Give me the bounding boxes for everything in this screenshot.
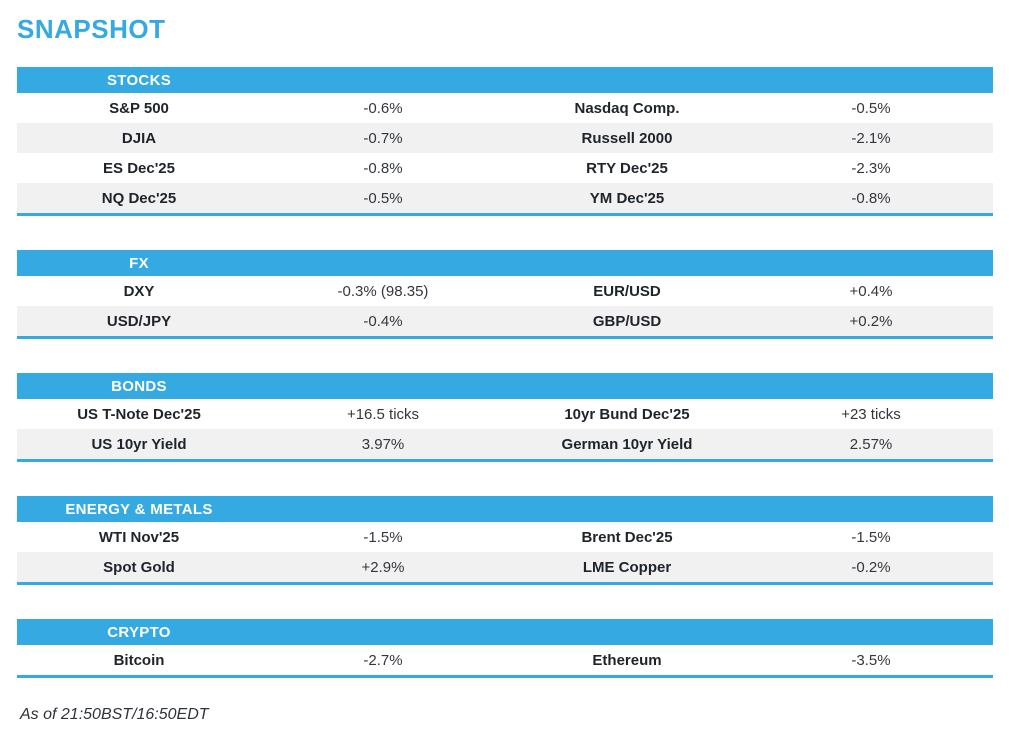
section-rows: WTI Nov'25 -1.5% Brent Dec'25 -1.5% Spot…	[17, 522, 993, 585]
page-title: SNAPSHOT	[17, 14, 166, 44]
section: FX DXY -0.3% (98.35) EUR/USD +0.4% USD/J…	[17, 250, 993, 339]
section-header-label: ENERGY & METALS	[65, 500, 213, 518]
instrument-value: -2.1%	[851, 129, 891, 147]
instrument-value: -0.4%	[363, 312, 403, 330]
instrument-label: LME Copper	[582, 558, 672, 576]
timestamp-note: As of 21:50BST/16:50EDT	[20, 706, 209, 723]
instrument-value: +16.5 ticks	[346, 405, 420, 423]
table-row: NQ Dec'25 -0.5% YM Dec'25 -0.8%	[17, 183, 993, 213]
instrument-value: -2.7%	[363, 651, 403, 669]
section: BONDS US T-Note Dec'25 +16.5 ticks 10yr …	[17, 373, 993, 462]
instrument-value: 2.57%	[849, 435, 893, 453]
instrument-value: -2.3%	[851, 159, 891, 177]
table-row: Bitcoin -2.7% Ethereum -3.5%	[17, 645, 993, 675]
instrument-label: RTY Dec'25	[586, 159, 668, 177]
section-header: STOCKS	[17, 67, 993, 93]
instrument-label: Ethereum	[592, 651, 662, 669]
instrument-value: +23 ticks	[841, 405, 901, 423]
instrument-label: GBP/USD	[592, 312, 662, 330]
table-row: Spot Gold +2.9% LME Copper -0.2%	[17, 552, 993, 582]
instrument-value: -0.3% (98.35)	[337, 282, 429, 300]
section-rows: Bitcoin -2.7% Ethereum -3.5%	[17, 645, 993, 678]
table-row: US 10yr Yield 3.97% German 10yr Yield 2.…	[17, 429, 993, 459]
table-row: US T-Note Dec'25 +16.5 ticks 10yr Bund D…	[17, 399, 993, 429]
instrument-label: Bitcoin	[113, 651, 165, 669]
instrument-value: -0.2%	[851, 558, 891, 576]
section-header-label: BONDS	[111, 377, 167, 395]
section-header: BONDS	[17, 373, 993, 399]
section: CRYPTO Bitcoin -2.7% Ethereum -3.5%	[17, 619, 993, 678]
instrument-label: Spot Gold	[103, 558, 175, 576]
section: STOCKS S&P 500 -0.6% Nasdaq Comp. -0.5% …	[17, 67, 993, 216]
section: ENERGY & METALS WTI Nov'25 -1.5% Brent D…	[17, 496, 993, 585]
instrument-value: -1.5%	[851, 528, 891, 546]
instrument-label: USD/JPY	[106, 312, 172, 330]
instrument-label: WTI Nov'25	[98, 528, 180, 546]
section-header: ENERGY & METALS	[17, 496, 993, 522]
section-header-label: CRYPTO	[107, 623, 171, 641]
section-rows: S&P 500 -0.6% Nasdaq Comp. -0.5% DJIA -0…	[17, 93, 993, 216]
section-header: FX	[17, 250, 993, 276]
section-rows: US T-Note Dec'25 +16.5 ticks 10yr Bund D…	[17, 399, 993, 462]
section-header-label: STOCKS	[106, 71, 172, 89]
instrument-value: -0.6%	[363, 99, 403, 117]
instrument-value: -1.5%	[363, 528, 403, 546]
table-row: USD/JPY -0.4% GBP/USD +0.2%	[17, 306, 993, 336]
snapshot-table: STOCKS S&P 500 -0.6% Nasdaq Comp. -0.5% …	[17, 67, 993, 678]
table-row: ES Dec'25 -0.8% RTY Dec'25 -2.3%	[17, 153, 993, 183]
section-header: CRYPTO	[17, 619, 993, 645]
instrument-label: Nasdaq Comp.	[574, 99, 680, 117]
section-header-label: FX	[129, 254, 149, 272]
instrument-value: 3.97%	[361, 435, 405, 453]
table-row: DJIA -0.7% Russell 2000 -2.1%	[17, 123, 993, 153]
table-row: S&P 500 -0.6% Nasdaq Comp. -0.5%	[17, 93, 993, 123]
instrument-label: Brent Dec'25	[581, 528, 673, 546]
instrument-label: NQ Dec'25	[101, 189, 177, 207]
instrument-value: -0.7%	[363, 129, 403, 147]
instrument-value: +2.9%	[361, 558, 405, 576]
instrument-label: Russell 2000	[581, 129, 673, 147]
instrument-label: 10yr Bund Dec'25	[564, 405, 690, 423]
instrument-value: -3.5%	[851, 651, 891, 669]
instrument-label: ES Dec'25	[103, 159, 175, 177]
instrument-label: US T-Note Dec'25	[77, 405, 201, 423]
instrument-label: DJIA	[121, 129, 157, 147]
instrument-value: -0.8%	[363, 159, 403, 177]
instrument-label: YM Dec'25	[589, 189, 665, 207]
instrument-label: DXY	[123, 282, 155, 300]
instrument-value: -0.5%	[851, 99, 891, 117]
instrument-value: -0.5%	[363, 189, 403, 207]
instrument-label: German 10yr Yield	[561, 435, 693, 453]
instrument-label: EUR/USD	[593, 282, 661, 300]
instrument-label: US 10yr Yield	[91, 435, 187, 453]
section-rows: DXY -0.3% (98.35) EUR/USD +0.4% USD/JPY …	[17, 276, 993, 339]
table-row: DXY -0.3% (98.35) EUR/USD +0.4%	[17, 276, 993, 306]
instrument-label: S&P 500	[109, 99, 169, 117]
instrument-value: +0.2%	[849, 312, 893, 330]
instrument-value: +0.4%	[849, 282, 893, 300]
table-row: WTI Nov'25 -1.5% Brent Dec'25 -1.5%	[17, 522, 993, 552]
instrument-value: -0.8%	[851, 189, 891, 207]
